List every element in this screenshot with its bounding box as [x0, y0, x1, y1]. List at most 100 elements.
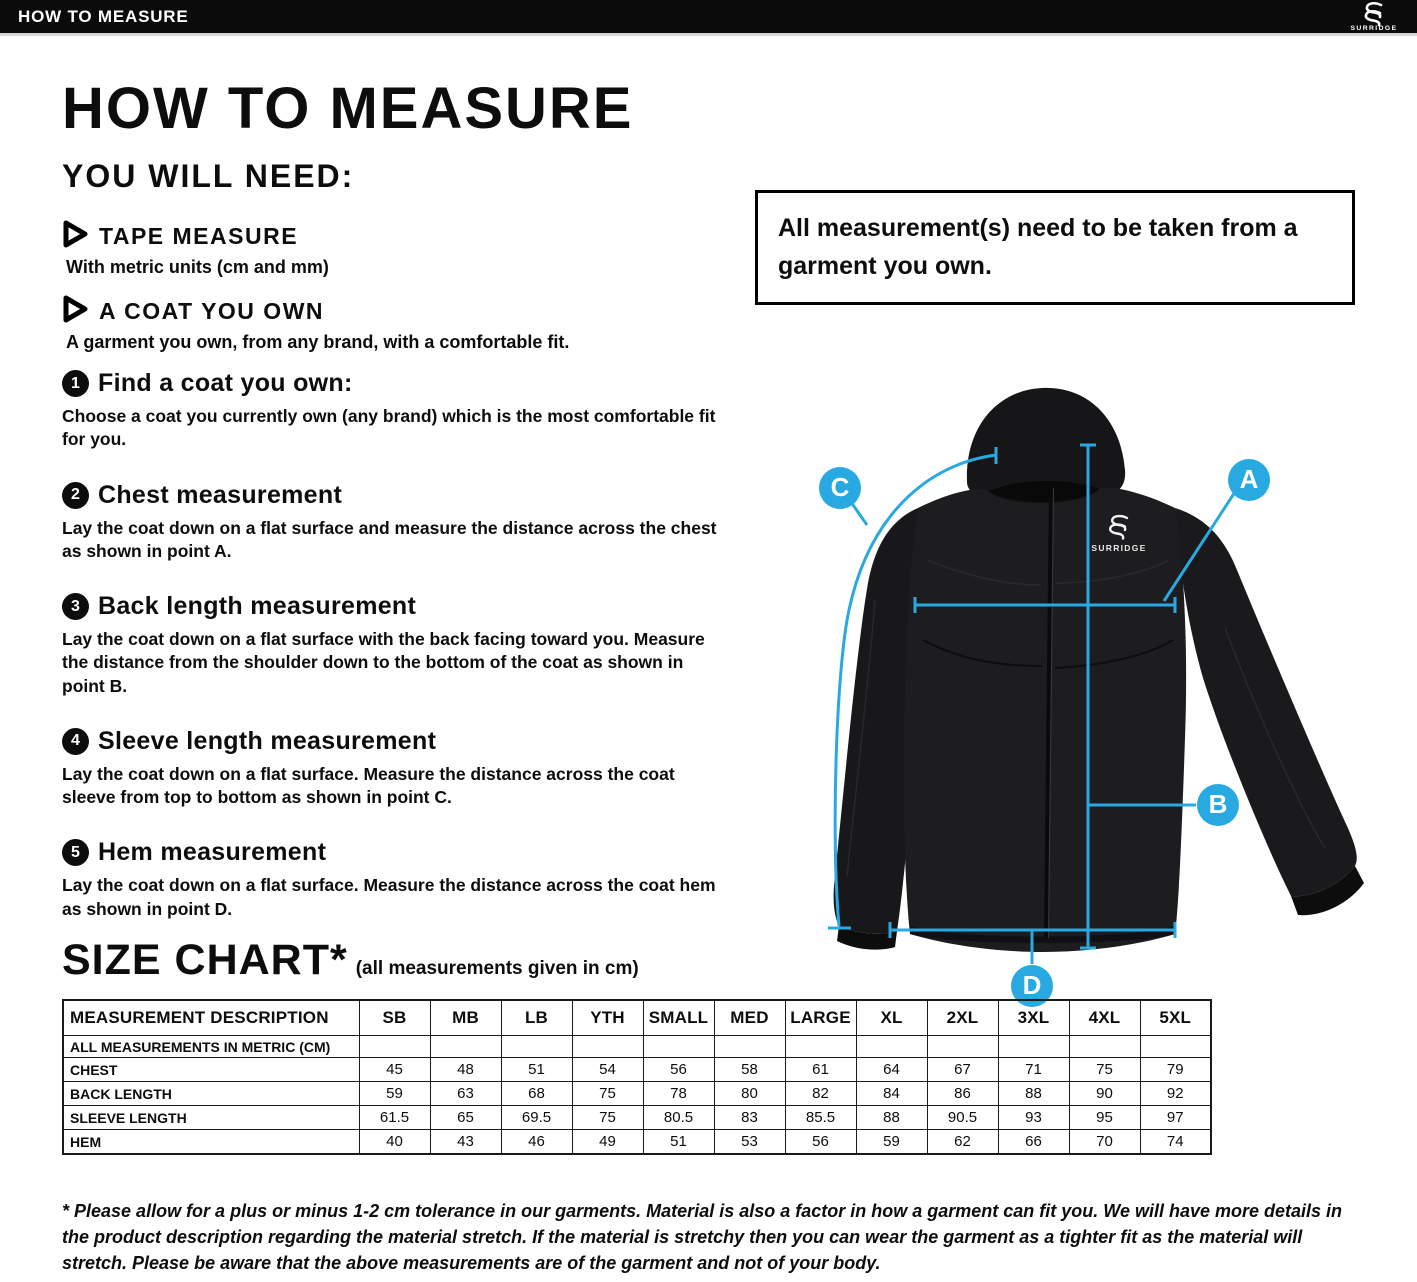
value-cell: 90.5 — [926, 1105, 999, 1130]
empty-cell — [713, 1035, 786, 1058]
column-header-size: 2XL — [926, 999, 999, 1036]
step-description: Lay the coat down on a flat surface. Mea… — [62, 875, 716, 919]
empty-cell — [429, 1035, 502, 1058]
step-description: Choose a coat you currently own (any bra… — [62, 406, 716, 450]
value-cell: 62 — [926, 1129, 999, 1155]
requirement-label: A COAT YOU OWN — [99, 298, 325, 324]
value-cell: 82 — [784, 1081, 857, 1106]
value-cell: 85.5 — [784, 1105, 857, 1130]
value-cell: 71 — [997, 1057, 1070, 1082]
value-cell: 63 — [429, 1081, 502, 1106]
value-cell: 79 — [1139, 1057, 1212, 1082]
value-cell: 59 — [855, 1129, 928, 1155]
value-cell: 54 — [571, 1057, 644, 1082]
table-row: HEM 40 43 46 49 51 53 56 59 62 66 70 74 — [62, 1129, 1212, 1155]
step-number-badge: 3 — [62, 593, 89, 621]
value-cell: 95 — [1068, 1105, 1141, 1130]
marker-d: D — [1023, 970, 1042, 1000]
value-cell: 75 — [571, 1105, 644, 1130]
value-cell: 56 — [784, 1129, 857, 1155]
column-header-description: MEASUREMENT DESCRIPTION — [62, 999, 360, 1036]
value-cell: 84 — [855, 1081, 928, 1106]
size-table: MEASUREMENT DESCRIPTION SB MB LB YTH SMALL MED… — [62, 999, 1212, 1155]
value-cell: 80.5 — [642, 1105, 715, 1130]
step-4: 4 Sleeve length measurement Lay the coat… — [62, 727, 730, 810]
step-number-badge: 1 — [62, 370, 89, 397]
empty-cell — [500, 1035, 573, 1058]
requirement-description: With metric units (cm and mm) — [66, 257, 329, 277]
marker-c: C — [831, 472, 850, 502]
step-3: 3 Back length measurement Lay the coat d… — [62, 592, 730, 698]
value-cell: 61 — [784, 1057, 857, 1082]
value-cell: 49 — [571, 1129, 644, 1155]
value-cell: 92 — [1139, 1081, 1212, 1106]
table-row: SLEEVE LENGTH 61.5 65 69.5 75 80.5 83 85.5 88 90.… — [62, 1105, 1212, 1130]
notice-box: All measurement(s) need to be taken from… — [755, 190, 1355, 305]
requirement-label: TAPE MEASURE — [99, 223, 299, 249]
value-cell: 88 — [997, 1081, 1070, 1106]
row-label-cell: HEM — [62, 1129, 360, 1155]
value-cell: 88 — [855, 1105, 928, 1130]
value-cell: 68 — [500, 1081, 573, 1106]
column-header-size: MED — [713, 999, 786, 1036]
column-header-size: SB — [358, 999, 431, 1036]
step-title: Back length measurement — [98, 592, 417, 621]
top-bar-divider — [0, 33, 1417, 36]
value-cell: 64 — [855, 1057, 928, 1082]
column-header-size: LARGE — [784, 999, 857, 1036]
jacket-chest-logo: SURRIDGE — [1091, 514, 1146, 553]
size-table-header-row: MEASUREMENT DESCRIPTION SB MB LB YTH SMALL MED… — [62, 999, 1212, 1036]
value-cell: 51 — [642, 1129, 715, 1155]
column-header-size: YTH — [571, 999, 644, 1036]
empty-cell — [926, 1035, 999, 1058]
value-cell: 61.5 — [358, 1105, 431, 1130]
page-title: HOW TO MEASURE — [62, 76, 634, 141]
value-cell: 67 — [926, 1057, 999, 1082]
value-cell: 53 — [713, 1129, 786, 1155]
step-title: Sleeve length measurement — [98, 726, 437, 755]
size-chart-subtitle: (all measurements given in cm) — [355, 958, 639, 979]
table-row: BACK LENGTH 59 63 68 75 78 80 82 84 86 88 90 92 — [62, 1081, 1212, 1106]
marker-a: A — [1240, 464, 1259, 494]
row-label-cell: CHEST — [62, 1057, 360, 1082]
jacket-logo-text: SURRIDGE — [1091, 543, 1146, 553]
you-will-need-heading: YOU WILL NEED: — [62, 158, 355, 194]
size-chart-section: SIZE CHART* (all measurements given in c… — [62, 936, 1212, 1155]
column-header-size: LB — [500, 999, 573, 1036]
marker-b: B — [1209, 789, 1228, 819]
value-cell: 83 — [713, 1105, 786, 1130]
empty-cell — [642, 1035, 715, 1058]
empty-cell — [1139, 1035, 1212, 1058]
instructions-column: HOW TO MEASURE YOU WILL NEED: TAPE MEASU… — [62, 80, 730, 950]
value-cell: 78 — [642, 1081, 715, 1106]
measurement-lines — [828, 443, 1237, 964]
step-number-badge: 4 — [62, 727, 89, 755]
size-chart-title: SIZE CHART* — [62, 936, 348, 984]
value-cell: 58 — [713, 1057, 786, 1082]
value-cell: 65 — [429, 1105, 502, 1130]
column-header-size: 5XL — [1139, 999, 1212, 1036]
value-cell: 59 — [358, 1081, 431, 1106]
column-header-size: 4XL — [1068, 999, 1141, 1036]
value-cell: 69.5 — [500, 1105, 573, 1130]
step-5: 5 Hem measurement Lay the coat down on a… — [62, 838, 730, 921]
step-title: Find a coat you own: — [98, 369, 353, 397]
value-cell: 45 — [358, 1057, 431, 1082]
step-description: Lay the coat down on a flat surface with… — [62, 629, 705, 696]
jacket-measurement-diagram: SURRIDGE A B C D — [755, 378, 1415, 1020]
empty-cell — [571, 1035, 644, 1058]
size-table-body: ALL MEASUREMENTS IN METRIC (CM) CHEST 45 48… — [62, 1035, 1212, 1155]
step-2: 2 Chest measurement Lay the coat down on… — [62, 481, 730, 564]
value-cell: 90 — [1068, 1081, 1141, 1106]
step-description: Lay the coat down on a flat surface and … — [62, 517, 717, 561]
requirement-coat: A COAT YOU OWN A garment you own, from a… — [62, 294, 730, 353]
surridge-logo-icon: SURRIDGE — [1341, 1, 1407, 37]
value-cell: 43 — [429, 1129, 502, 1155]
row-label-cell: BACK LENGTH — [62, 1081, 360, 1106]
column-header-size: MB — [429, 999, 502, 1036]
value-cell: 40 — [358, 1129, 431, 1155]
metric-note-row: ALL MEASUREMENTS IN METRIC (CM) — [62, 1035, 1212, 1058]
value-cell: 66 — [997, 1129, 1070, 1155]
surridge-logo-text: SURRIDGE — [1350, 25, 1397, 32]
requirement-tape-measure: TAPE MEASURE With metric units (cm and m… — [62, 219, 730, 278]
